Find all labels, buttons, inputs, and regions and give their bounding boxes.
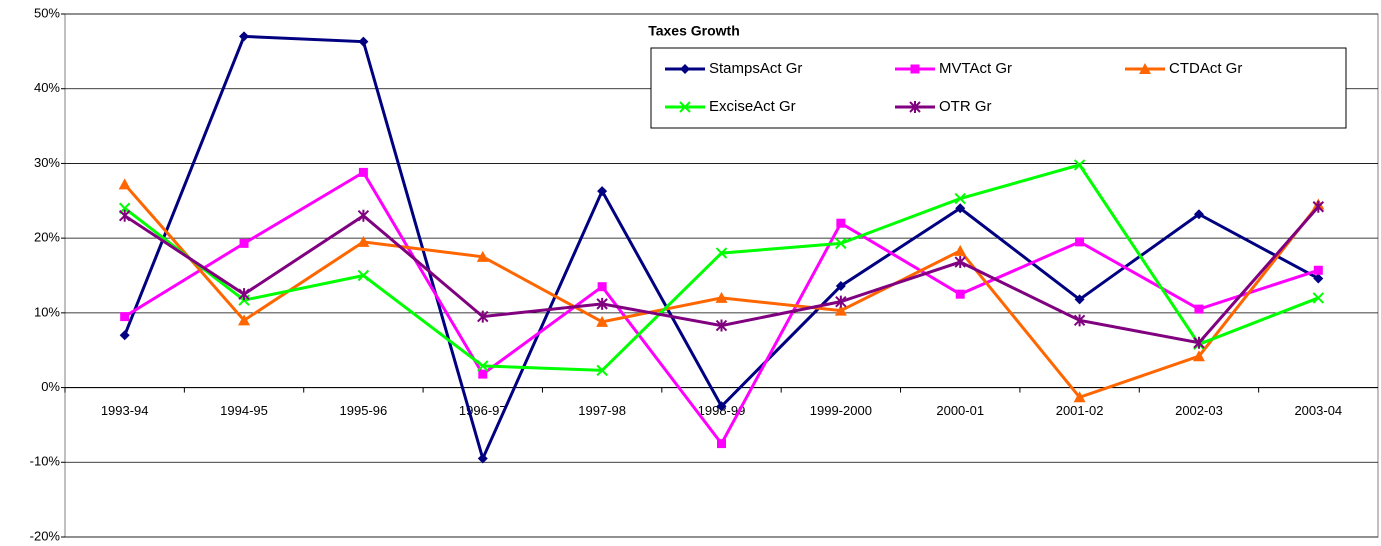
x-tick-label: 1994-95 [220,403,268,418]
marker [477,310,489,323]
marker [910,64,920,74]
marker [679,101,691,113]
x-tick-label: 2003-04 [1294,403,1342,418]
marker [716,401,727,412]
marker [358,167,368,177]
y-tick-label: 40% [34,80,60,95]
legend-label: MVTAct Gr [939,60,1012,77]
marker [1073,314,1086,327]
marker [834,304,847,316]
marker [717,439,726,449]
marker [836,218,846,228]
marker [596,297,608,310]
x-tick-label: 2002-03 [1175,403,1223,418]
marker [239,31,250,42]
marker [1193,336,1205,349]
marker [835,237,847,250]
marker [477,360,489,372]
marker [1313,273,1324,284]
marker [1073,391,1086,403]
marker [954,244,967,256]
x-tick-label: 1995-96 [340,403,388,418]
marker [1194,304,1204,314]
marker [1312,200,1325,213]
y-tick-label: 10% [34,304,60,319]
marker [478,369,488,379]
marker [1193,209,1204,220]
y-tick-label: 50% [34,5,60,20]
marker [909,101,921,113]
marker [1075,237,1085,247]
marker [955,289,965,299]
y-tick-label: -20% [30,528,61,543]
marker [1312,292,1325,304]
y-tick-label: 0% [41,379,60,394]
marker [118,209,131,222]
marker [954,192,966,205]
marker [715,291,728,303]
marker [119,330,130,341]
marker [238,288,250,301]
series-line [123,183,1320,400]
marker [835,295,847,308]
marker [357,235,370,247]
marker [1192,350,1205,362]
x-tick-label: 2001-02 [1056,403,1104,418]
marker [954,256,966,269]
marker [476,250,489,262]
x-tick-label: 1999-2000 [810,403,872,418]
marker [596,315,609,327]
marker [715,319,728,332]
marker [238,314,251,326]
marker [680,64,690,74]
marker [118,178,131,190]
marker [955,203,966,214]
marker [357,269,370,282]
chart-title: Taxes Growth [648,23,740,39]
marker [597,282,607,292]
legend-label: CTDAct Gr [1169,60,1242,77]
y-tick-label: -10% [30,454,61,469]
marker [239,238,249,248]
marker [477,453,488,464]
marker [715,247,728,259]
marker [358,36,369,47]
marker [1313,265,1323,275]
x-tick-label: 1997-98 [578,403,626,418]
marker [1074,294,1085,305]
marker [835,280,846,291]
marker [596,364,608,377]
legend-label: ExciseAct Gr [709,98,796,115]
series-line [123,163,1319,372]
marker [1073,159,1086,171]
marker [597,186,608,197]
y-tick-label: 30% [34,155,60,170]
legend-label: StampsAct Gr [709,60,802,77]
legend-box [650,47,1347,129]
legend-label: OTR Gr [939,98,992,115]
x-tick-label: 1993-94 [101,403,149,418]
y-tick-label: 20% [34,230,60,245]
marker [1139,63,1151,74]
marker [120,312,130,322]
marker [357,209,370,222]
x-tick-label: 2000-01 [936,403,984,418]
